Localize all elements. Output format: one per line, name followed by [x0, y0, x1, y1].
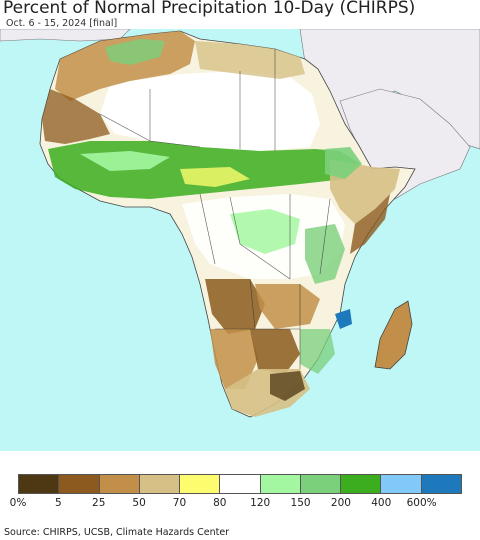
source-credit: Source: CHIRPS, UCSB, Climate Hazards Ce…	[4, 527, 230, 538]
sahara-region	[100, 71, 320, 151]
legend-tick-label: 70	[172, 497, 187, 509]
zambia-tan	[255, 284, 320, 329]
ethiopia-green	[325, 147, 362, 179]
legend-swatch	[300, 475, 342, 493]
namibia-tan	[210, 329, 258, 389]
coast-blue	[335, 309, 352, 329]
legend-tick-label: 5	[55, 497, 62, 509]
legend-tick-label: 0%	[9, 497, 27, 509]
legend-swatch	[421, 475, 461, 493]
maghreb-green	[105, 39, 165, 65]
map-subtitle: Oct. 6 - 15, 2024 [final]	[6, 18, 118, 29]
legend-swatch	[381, 475, 422, 493]
legend-tick-label: 600%	[406, 497, 437, 509]
europe-land	[0, 29, 131, 42]
legend-swatch	[139, 475, 181, 493]
congo-green	[230, 209, 300, 254]
south-africa-brown	[270, 371, 305, 401]
legend-swatch	[99, 475, 140, 493]
map-title: Percent of Normal Precipitation 10-Day (…	[3, 0, 416, 18]
precipitation-map	[0, 29, 480, 451]
angola-brown	[205, 279, 265, 334]
west-sahara-region	[42, 89, 110, 144]
legend-tick-label: 150	[290, 497, 311, 509]
east-africa-green	[305, 224, 345, 284]
madagascar	[374, 300, 413, 370]
legend-tick-label: 200	[330, 497, 351, 509]
color-legend	[18, 474, 462, 494]
legend-swatch	[180, 475, 221, 493]
somalia-brown	[350, 194, 390, 254]
legend-swatch	[341, 475, 382, 493]
legend-swatch	[59, 475, 100, 493]
legend-swatch	[260, 475, 301, 493]
legend-tick-label: 400	[371, 497, 392, 509]
legend-swatch	[19, 475, 60, 493]
sahel-light-green	[80, 151, 170, 171]
legend-tick-label: 120	[250, 497, 271, 509]
sahel-yellow-patch	[180, 167, 250, 187]
legend-tick-label: 25	[92, 497, 106, 509]
legend-tick-label: 50	[132, 497, 146, 509]
legend-swatch	[220, 475, 261, 493]
legend-tick-label: 80	[213, 497, 227, 509]
libya-egypt-tan	[195, 41, 305, 79]
legend-ticks: 0% 5 25 50 70 80 120 150 200 400 600%	[0, 497, 480, 511]
mozambique-green	[300, 329, 335, 374]
botswana-brown	[250, 329, 300, 374]
